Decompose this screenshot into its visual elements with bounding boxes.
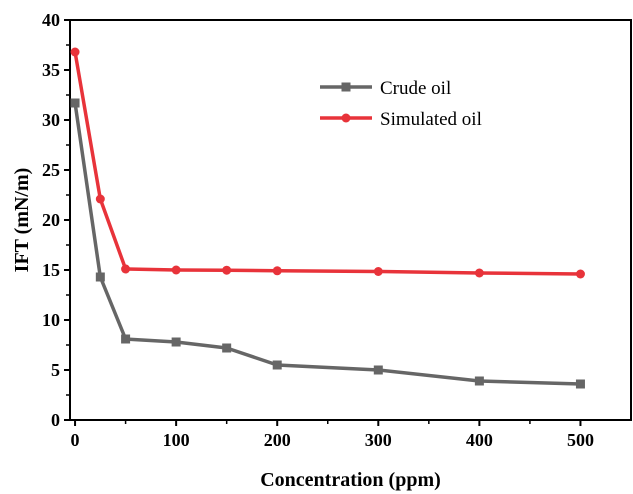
data-point-circle bbox=[95, 194, 105, 204]
data-point-square bbox=[171, 337, 181, 347]
data-point-square bbox=[70, 98, 80, 108]
x-tick-label: 200 bbox=[264, 430, 291, 450]
data-point-circle bbox=[272, 266, 282, 276]
y-tick-label: 10 bbox=[42, 310, 60, 330]
y-axis-ticks: 0 5 10 15 20 25 30 35 40 bbox=[42, 10, 70, 430]
y-tick-label: 40 bbox=[42, 10, 60, 30]
axes-frame bbox=[69, 19, 632, 421]
y-tick-label: 30 bbox=[42, 110, 60, 130]
series-line-crude-oil bbox=[73, 102, 581, 386]
legend: Crude oil Simulated oil bbox=[320, 78, 482, 130]
x-tick-label: 0 bbox=[71, 430, 80, 450]
data-point-square bbox=[474, 376, 484, 386]
x-tick-label: 300 bbox=[365, 430, 392, 450]
y-tick-label: 5 bbox=[51, 360, 60, 380]
legend-item-simulated-oil: Simulated oil bbox=[320, 109, 482, 130]
y-tick-label: 20 bbox=[42, 210, 60, 230]
y-tick-label: 0 bbox=[51, 410, 60, 430]
x-tick-label: 100 bbox=[163, 430, 190, 450]
series-layer bbox=[70, 47, 585, 389]
data-point-circle bbox=[373, 267, 383, 276]
x-tick-label: 400 bbox=[466, 430, 493, 450]
x-tick-label: 500 bbox=[567, 430, 594, 450]
data-point-circle bbox=[222, 265, 232, 275]
legend-label-simulated-oil: Simulated oil bbox=[380, 109, 482, 130]
data-point-circle bbox=[171, 265, 181, 275]
y-axis-title: IFT (mN/m) bbox=[11, 168, 33, 273]
data-point-square bbox=[272, 360, 282, 370]
plot-area: 0 100 200 300 400 500 0 5 10 15 20 25 30 35 40 bbox=[42, 10, 632, 450]
data-point-circle bbox=[121, 264, 131, 274]
y-tick-label: 15 bbox=[42, 260, 60, 280]
y-tick-label: 35 bbox=[42, 60, 60, 80]
x-axis-ticks: 0 100 200 300 400 500 bbox=[71, 420, 594, 450]
data-point-square bbox=[575, 379, 585, 389]
data-point-square bbox=[95, 272, 105, 282]
x-axis-title: Concentration (ppm) bbox=[260, 469, 441, 491]
y-tick-label: 25 bbox=[42, 160, 60, 180]
legend-swatch-square-marker bbox=[341, 82, 351, 92]
data-point-square bbox=[373, 365, 383, 375]
data-point-circle bbox=[474, 268, 484, 278]
legend-label-crude-oil: Crude oil bbox=[380, 78, 451, 99]
legend-swatch-circle-marker bbox=[341, 113, 351, 123]
data-point-circle bbox=[575, 269, 585, 279]
data-point-square bbox=[222, 343, 232, 353]
legend-item-crude-oil: Crude oil bbox=[320, 78, 451, 99]
data-point-circle bbox=[70, 47, 80, 57]
data-point-square bbox=[121, 334, 131, 344]
